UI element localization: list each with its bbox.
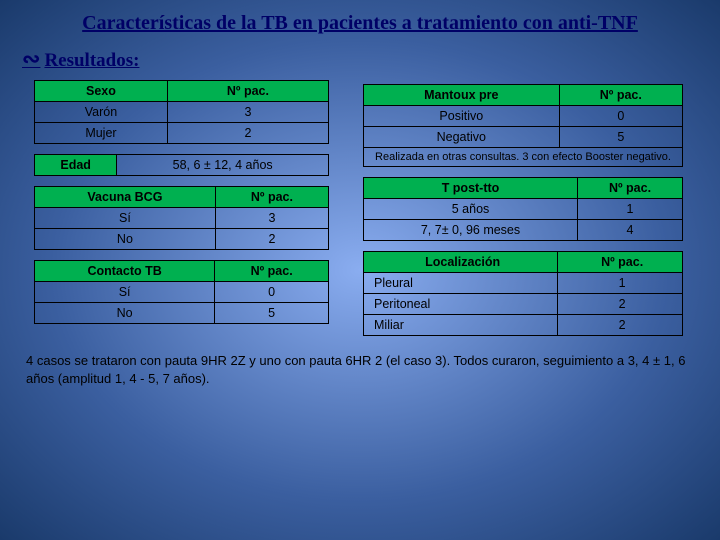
table-cell: Positivo <box>364 106 560 127</box>
table-mantoux: Mantoux preNº pac. Positivo0 Negativo5 R… <box>363 84 683 167</box>
table-cell: Negativo <box>364 127 560 148</box>
section-subtitle: Resultados: <box>0 40 720 80</box>
header-cell: Localización <box>364 252 558 273</box>
table-cell: 5 <box>215 303 329 324</box>
table-cell: Peritoneal <box>364 294 558 315</box>
table-cell: 4 <box>578 220 683 241</box>
right-column: Mantoux preNº pac. Positivo0 Negativo5 R… <box>363 80 683 346</box>
table-cell: No <box>35 303 215 324</box>
table-cell: 2 <box>558 315 683 336</box>
page-title: Características de la TB en pacientes a … <box>0 0 720 40</box>
header-cell: Sexo <box>35 81 168 102</box>
table-cell: Varón <box>35 102 168 123</box>
table-cell: No <box>35 229 216 250</box>
header-cell: Mantoux pre <box>364 85 560 106</box>
table-cell: Miliar <box>364 315 558 336</box>
header-cell: Edad <box>35 155 117 176</box>
table-cell: 1 <box>578 199 683 220</box>
content-area: SexoNº pac. Varón3 Mujer2 Edad58, 6 ± 12… <box>0 80 720 346</box>
table-cell: 3 <box>167 102 328 123</box>
left-column: SexoNº pac. Varón3 Mujer2 Edad58, 6 ± 12… <box>34 80 329 346</box>
note-cell: Realizada en otras consultas. 3 con efec… <box>364 148 683 167</box>
table-cell: 7, 7± 0, 96 meses <box>364 220 578 241</box>
header-cell: Nº pac. <box>578 178 683 199</box>
table-tpost: T post-ttoNº pac. 5 años1 7, 7± 0, 96 me… <box>363 177 683 241</box>
table-cell: 0 <box>559 106 682 127</box>
table-contacto: Contacto TBNº pac. Sí0 No5 <box>34 260 329 324</box>
table-cell: 3 <box>215 208 328 229</box>
header-cell: Nº pac. <box>559 85 682 106</box>
table-cell: 2 <box>215 229 328 250</box>
table-cell: Pleural <box>364 273 558 294</box>
table-cell: 5 años <box>364 199 578 220</box>
header-cell: Nº pac. <box>215 261 329 282</box>
table-localizacion: LocalizaciónNº pac. Pleural1 Peritoneal2… <box>363 251 683 336</box>
header-cell: Nº pac. <box>558 252 683 273</box>
table-cell: 1 <box>558 273 683 294</box>
header-cell: Contacto TB <box>35 261 215 282</box>
footnote: 4 casos se trataron con pauta 9HR 2Z y u… <box>0 346 720 387</box>
table-cell: Sí <box>35 208 216 229</box>
table-cell: 5 <box>559 127 682 148</box>
table-cell: 2 <box>167 123 328 144</box>
table-edad: Edad58, 6 ± 12, 4 años <box>34 154 329 176</box>
table-cell: 0 <box>215 282 329 303</box>
table-bcg: Vacuna BCGNº pac. Sí3 No2 <box>34 186 329 250</box>
table-cell: Mujer <box>35 123 168 144</box>
table-cell: 58, 6 ± 12, 4 años <box>117 155 329 176</box>
table-cell: 2 <box>558 294 683 315</box>
header-cell: Nº pac. <box>215 187 328 208</box>
header-cell: Nº pac. <box>167 81 328 102</box>
header-cell: Vacuna BCG <box>35 187 216 208</box>
header-cell: T post-tto <box>364 178 578 199</box>
table-sexo: SexoNº pac. Varón3 Mujer2 <box>34 80 329 144</box>
table-cell: Sí <box>35 282 215 303</box>
